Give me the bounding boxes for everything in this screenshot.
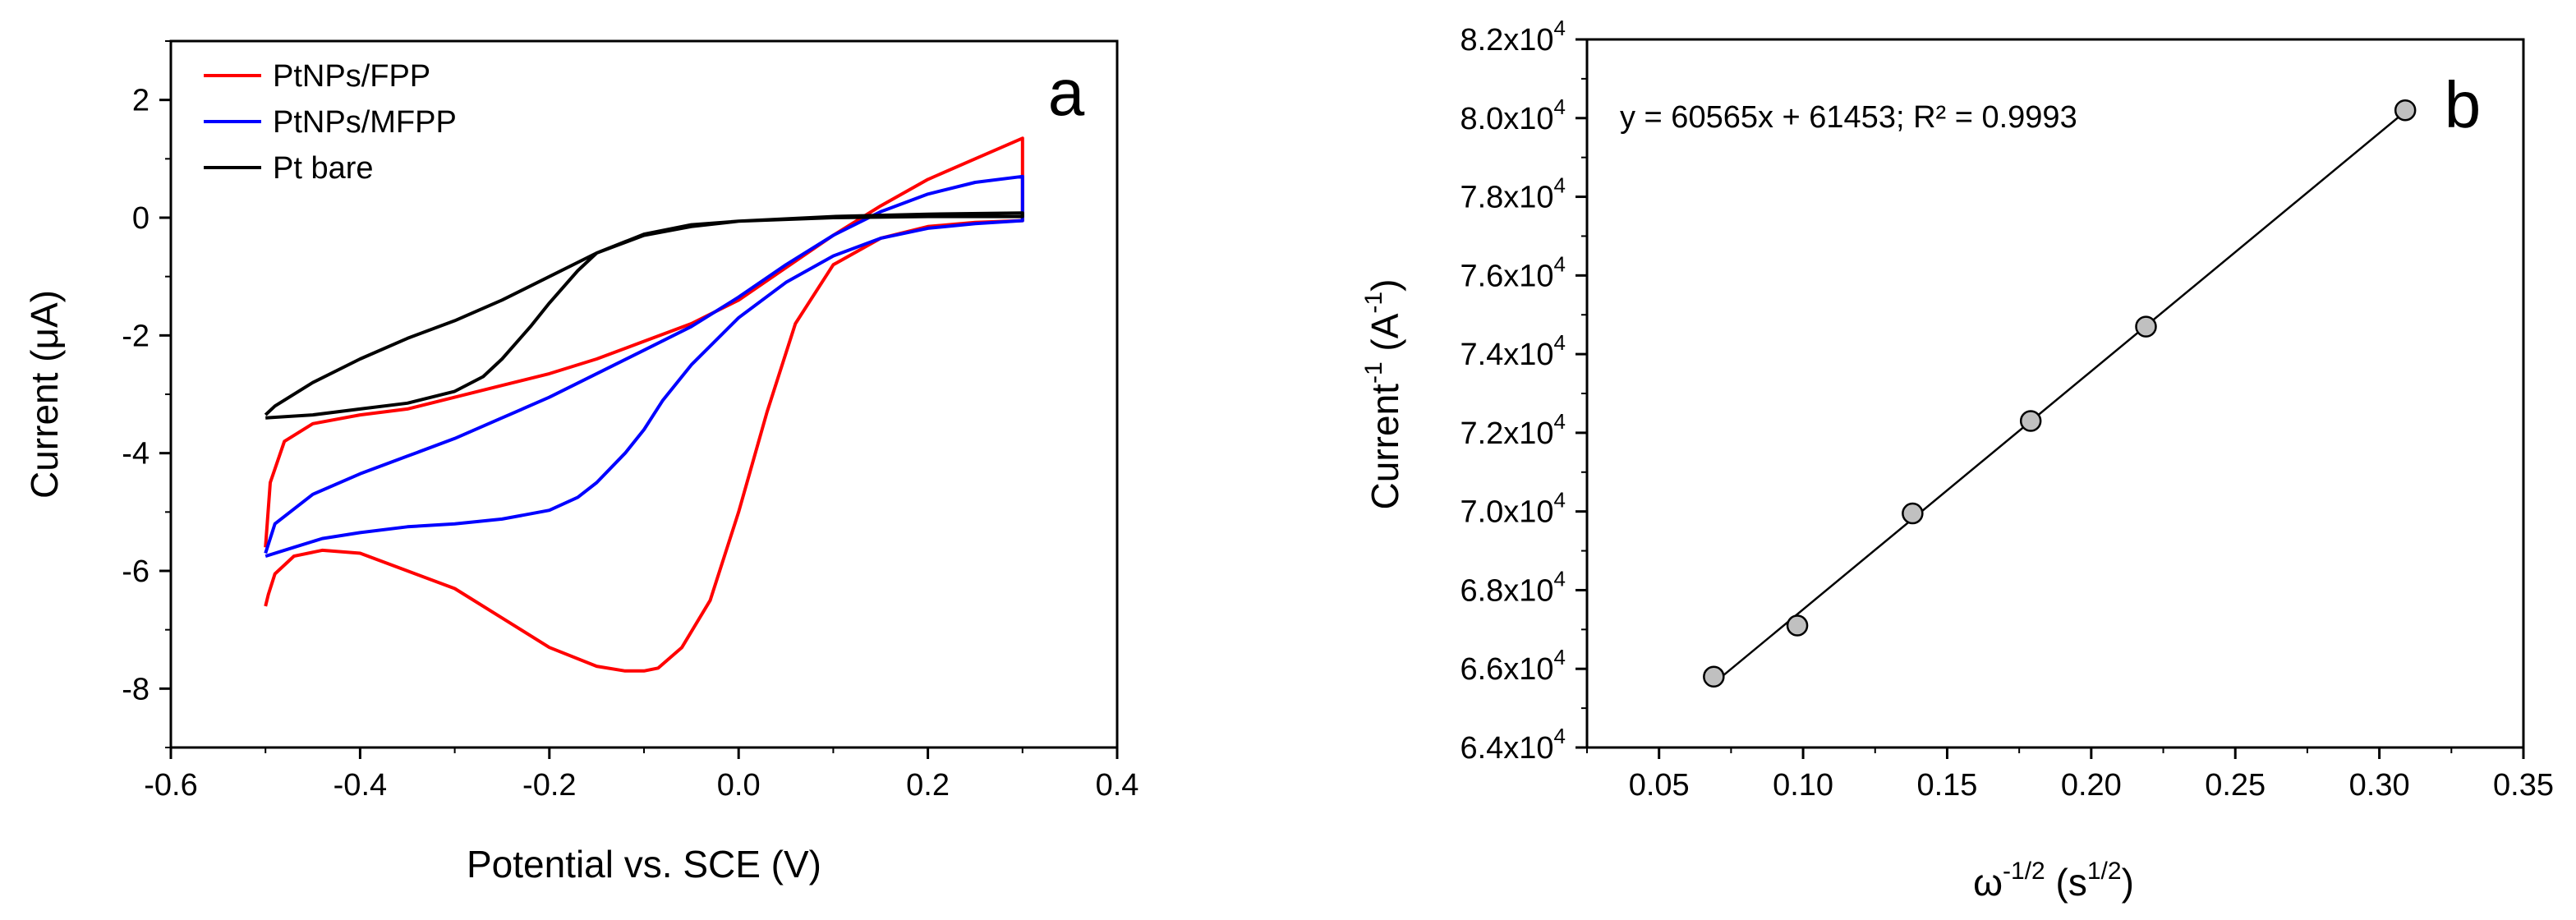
y-tick-label-a: -8 (122, 672, 150, 706)
y-tick-label-b: 8.2x104 (1460, 16, 1566, 58)
x-tick-label-b: 0.25 (2205, 768, 2266, 803)
y-tick-label-b: 6.4x104 (1460, 724, 1566, 766)
x-axis-label-b: ω-1/2 (s1/2) (1973, 858, 2134, 904)
chart-panel-a: -0.6 -0.4 -0.2 0.0 0.2 0.4 -8 -6 -4 -2 0 2 Potenti… (23, 39, 1138, 886)
legend-label-ptnps-mfpp: PtNPs/MFPP (273, 105, 457, 140)
y-axis-label-b: Current-1 (A-1) (1360, 279, 1406, 510)
regression-equation: y = 60565x + 61453; R² = 0.9993 (1620, 100, 2077, 135)
x-tick-label-b: 0.05 (1629, 768, 1690, 803)
y-tick-label-b: 8.0x104 (1460, 94, 1566, 136)
x-tick-label-b: 0.20 (2061, 768, 2122, 803)
x-tick-label-b: 0.30 (2349, 768, 2410, 803)
y-tick-label-a: -4 (122, 437, 150, 472)
series-line-pt-bare (264, 211, 1024, 420)
x-tick-label-b: 0.35 (2493, 768, 2554, 803)
x-tick-label-a: -0.4 (334, 768, 387, 803)
y-tick-label-b: 7.8x104 (1460, 173, 1566, 215)
x-axis-label-a: Potential vs. SCE (V) (467, 843, 821, 886)
y-tick-label-b: 6.8x104 (1460, 566, 1566, 608)
y-tick-label-b: 7.4x104 (1460, 330, 1566, 372)
legend-label-pt-bare: Pt bare (273, 151, 374, 186)
x-ticks-a: -0.6 -0.4 -0.2 0.0 0.2 0.4 (144, 748, 1138, 803)
x-tick-label-a: 0.4 (1096, 768, 1139, 803)
series-line-ptnps-fpp (264, 136, 1024, 673)
curves-a (264, 136, 1024, 673)
data-point (1703, 665, 1725, 688)
y-tick-label-b: 7.2x104 (1460, 409, 1566, 451)
x-tick-label-b: 0.10 (1773, 768, 1833, 803)
mu-symbol: μ (23, 328, 66, 350)
plot-frame-b (1585, 38, 2525, 749)
y-tick-label-a: -6 (122, 554, 150, 589)
legend-label-ptnps-fpp: PtNPs/FPP (273, 59, 430, 94)
y-tick-label-b: 6.6x104 (1460, 645, 1566, 687)
y-tick-label-b: 7.0x104 (1460, 488, 1566, 530)
data-point (1902, 502, 1924, 525)
fit-line-group (1713, 110, 2406, 684)
fit-line (1713, 110, 2406, 684)
x-ticks-b: 0.05 0.10 0.15 0.20 0.25 0.30 0.35 (1586, 748, 2554, 803)
data-point (2019, 410, 2042, 432)
x-tick-label-a: 0.0 (717, 768, 761, 803)
x-tick-label-a: 0.2 (906, 768, 950, 803)
x-tick-label-a: -0.6 (144, 768, 197, 803)
points-b (1703, 99, 2417, 688)
x-tick-label-b: 0.15 (1916, 768, 1977, 803)
y-tick-label-a: 2 (132, 84, 150, 118)
y-ticks-b: 6.4x104 6.6x104 6.8x104 7.0x104 7.2x104 7.4x1… (1460, 16, 1587, 766)
x-tick-label-a: -0.2 (522, 768, 576, 803)
series-line-ptnps-mfpp (264, 174, 1024, 559)
y-tick-label-a: 0 (132, 201, 150, 236)
chart-panel-b: 0.05 0.10 0.15 0.20 0.25 0.30 0.35 6.4x104 6.6x… (1360, 16, 2554, 904)
y-tick-label-b: 7.6x104 (1460, 251, 1566, 293)
y-tick-label-a: -2 (122, 319, 150, 353)
plot-frame-a (169, 39, 1119, 749)
y-axis-label-a: Current (μA) (23, 290, 66, 499)
data-point (1786, 614, 1809, 637)
panel-label-b: b (2445, 68, 2482, 141)
data-point (2394, 99, 2417, 122)
y-ticks-a: -8 -6 -4 -2 0 2 (122, 40, 171, 748)
panel-label-a: a (1048, 56, 1085, 129)
legend-a: PtNPs/FPP PtNPs/MFPP Pt bare (204, 59, 457, 186)
data-point (2135, 315, 2157, 338)
